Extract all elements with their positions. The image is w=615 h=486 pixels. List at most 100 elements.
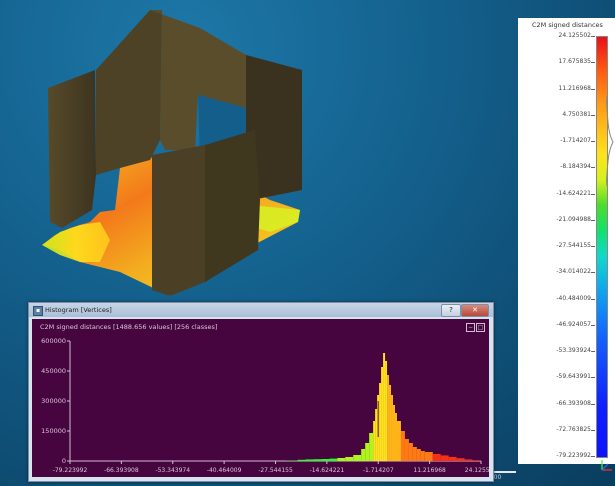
histogram-title: Histogram [Vertices] [45,306,112,314]
color-scale-label: -59.643991 [556,373,591,381]
color-scale-label: -72.763825 [556,425,591,433]
histogram-export-button[interactable]: − [466,323,475,332]
histogram-bar [420,451,425,461]
wall-back-right [150,10,246,150]
histogram-bar [369,433,374,461]
color-scale-tick [591,429,595,431]
floor-slab-right [250,205,300,232]
x-tick-label: 24.125502 [465,467,489,474]
color-scale-tick [591,114,595,116]
color-scale-label: -66.393908 [556,399,591,407]
color-scale-label: -27.544155 [556,242,591,249]
color-scale-tick [591,246,595,247]
histogram-bar [361,449,366,461]
histogram-titlebar[interactable]: ▪ Histogram [Vertices] ? ✕ [29,303,493,317]
histogram-bar [408,443,413,461]
y-tick-label: 0 [62,457,66,465]
color-scale-tick [591,36,595,37]
x-tick-label: -79.223992 [53,467,88,474]
color-scale-label: -14.624221 [556,189,591,197]
histogram-bar [345,457,354,461]
histogram-bar [337,458,346,461]
histogram-bar [424,452,433,461]
color-scale-label: -46.924057 [556,320,591,328]
color-scale-label: -40.484009 [556,294,591,302]
color-scale-tick [591,167,595,169]
color-scale-tick [591,62,595,64]
color-scale-tick [591,141,595,142]
wall-back-center [96,10,162,175]
color-scale-label: -34.014022 [556,268,591,276]
x-tick-label: -1.714207 [363,467,394,474]
histogram-bar [313,459,322,461]
color-scale-label: -1.714207 [560,137,591,144]
color-scale-label: 4.750381 [562,110,591,118]
y-tick-label: 150000 [41,427,66,435]
histogram-bar [373,421,376,461]
scale-histogram-curve [606,95,614,187]
histogram-bar [456,458,465,461]
y-tick-label: 450000 [41,367,66,375]
color-scale-label: -8.184394 [560,163,591,171]
histogram-bar [396,421,401,461]
histogram-window[interactable]: ▪ Histogram [Vertices] ? ✕ C2M signed di… [28,302,494,482]
histogram-bar [400,431,405,461]
color-scale-tick [591,324,595,326]
histogram-bar [440,455,449,461]
color-scale-tick [591,88,595,90]
x-tick-label: -66.393908 [104,467,139,474]
histogram-bar [381,367,384,461]
histogram-maximize-button[interactable]: □ [476,323,485,332]
x-tick-label: -27.544155 [258,467,293,474]
x-tick-label: 11.216968 [413,467,446,474]
histogram-bar [353,455,362,461]
histogram-bar [448,457,457,461]
histogram-bar [412,447,417,461]
color-scale-tick [591,193,595,195]
color-scale-tick [591,272,595,274]
histogram-bar [375,409,378,461]
color-scale-label: 24.125502 [558,32,591,39]
color-scale-tick [591,403,595,405]
y-tick-label: 300000 [41,397,66,405]
histogram-bar [387,375,390,461]
histogram-body: C2M signed distances [1488.656 values] [… [32,319,489,477]
histogram-bar [383,353,386,461]
x-tick-label: -40.464009 [207,467,242,474]
histogram-bar [385,361,388,461]
color-scale-tick [591,456,595,457]
color-scale-tick [591,351,595,352]
color-scale-tick [591,219,595,221]
histogram-bar [404,439,409,461]
histogram-bar [394,413,397,461]
histogram-bar [389,385,392,461]
help-button[interactable]: ? [441,304,461,317]
color-scale-title: C2M signed distances [532,21,603,29]
histogram-bar [297,459,306,461]
color-scale-tick [591,298,595,300]
histogram-subtitle: C2M signed distances [1488.656 values] [… [40,323,218,331]
histogram-bar [464,459,473,461]
floor-slab-left [42,222,110,262]
color-scale-panel: C2M signed distances 24.125502 17.675835 1… [518,18,615,464]
histogram-bar [391,395,394,461]
histogram-bar [393,405,395,461]
wall-right [246,55,302,200]
y-tick-label: 600000 [41,337,66,345]
histogram-bar [365,443,370,461]
front-pillar [152,145,205,296]
color-scale-label: -21.094988 [556,215,591,223]
histogram-chart[interactable]: 600000 450000 300000 150000 0 -79.223992 -66.3… [32,319,489,477]
histogram-bar [305,459,314,461]
axes-tripod-icon [601,460,612,471]
color-scale-label: 17.675835 [558,58,591,66]
close-button[interactable]: ✕ [461,304,489,317]
color-scale-label: 11.216968 [558,84,591,92]
color-scale-tick [591,377,595,379]
x-tick-label: -53.343974 [155,467,190,474]
wall-front-right [205,130,260,282]
histogram-window-icon: ▪ [33,306,43,316]
wall-back-left [48,70,96,228]
